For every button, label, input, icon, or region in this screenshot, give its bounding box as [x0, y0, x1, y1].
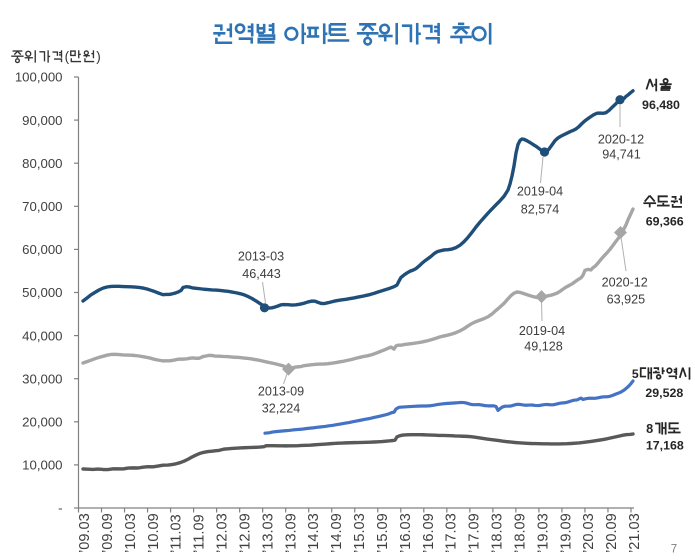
svg-text:2020-12: 2020-12 — [602, 276, 648, 290]
svg-text:96,480: 96,480 — [642, 98, 680, 112]
svg-text:46,443: 46,443 — [242, 267, 281, 281]
svg-text:’11.09: ’11.09 — [192, 514, 208, 553]
svg-text:63,925: 63,925 — [607, 293, 646, 307]
svg-text:2019-04: 2019-04 — [519, 324, 565, 338]
svg-text:’21.03: ’21.03 — [627, 513, 643, 553]
svg-text:’17.03: ’17.03 — [444, 513, 460, 553]
svg-text:’20.09: ’20.09 — [604, 513, 620, 553]
svg-text:’16.03: ’16.03 — [398, 513, 414, 553]
svg-text:’14.03: ’14.03 — [306, 513, 322, 553]
svg-text:20,000: 20,000 — [22, 415, 62, 430]
svg-text:’10.03: ’10.03 — [123, 513, 139, 553]
svg-text:90,000: 90,000 — [22, 113, 62, 128]
svg-text:’17.09: ’17.09 — [467, 513, 483, 553]
svg-text:’15.03: ’15.03 — [352, 513, 368, 553]
svg-text:29,528: 29,528 — [645, 386, 683, 400]
svg-text:): ) — [96, 49, 101, 64]
svg-text:’18.09: ’18.09 — [512, 513, 528, 553]
svg-text:30,000: 30,000 — [22, 371, 62, 386]
svg-text:50,000: 50,000 — [22, 285, 62, 300]
svg-text:82,574: 82,574 — [521, 203, 560, 217]
svg-text:10,000: 10,000 — [22, 458, 62, 473]
svg-text:’09.03: ’09.03 — [77, 513, 93, 553]
svg-text:2013-03: 2013-03 — [238, 250, 284, 264]
svg-text:2013-09: 2013-09 — [258, 385, 304, 399]
svg-text:70,000: 70,000 — [22, 199, 62, 214]
svg-text:100,000: 100,000 — [15, 70, 63, 85]
svg-text:’10.09: ’10.09 — [146, 513, 162, 553]
svg-text:’19.03: ’19.03 — [535, 513, 551, 553]
svg-text:’12.03: ’12.03 — [215, 513, 231, 553]
svg-text:(: ( — [65, 49, 70, 64]
svg-text:’09.09: ’09.09 — [100, 513, 116, 553]
svg-text:5: 5 — [632, 367, 639, 381]
svg-text:17,168: 17,168 — [646, 439, 684, 453]
svg-text:7: 7 — [671, 544, 677, 556]
svg-text:69,366: 69,366 — [646, 214, 684, 228]
svg-text:’12.09: ’12.09 — [237, 513, 253, 553]
svg-text:60,000: 60,000 — [22, 242, 62, 257]
svg-text:’19.09: ’19.09 — [558, 513, 574, 553]
svg-text:32,224: 32,224 — [262, 402, 301, 416]
svg-text:94,741: 94,741 — [602, 148, 641, 162]
svg-text:40,000: 40,000 — [22, 328, 62, 343]
svg-text:’18.03: ’18.03 — [490, 513, 506, 553]
svg-text:-: - — [58, 501, 62, 516]
svg-text:’20.03: ’20.03 — [581, 513, 597, 553]
svg-text:2019-04: 2019-04 — [517, 185, 563, 199]
svg-text:’11.03: ’11.03 — [169, 514, 185, 553]
svg-text:’14.09: ’14.09 — [329, 513, 345, 553]
svg-text:’16.09: ’16.09 — [421, 513, 437, 553]
svg-text:8: 8 — [646, 422, 653, 436]
svg-text:’13.03: ’13.03 — [260, 513, 276, 553]
svg-text:49,128: 49,128 — [524, 340, 563, 354]
svg-text:’15.09: ’15.09 — [375, 513, 391, 553]
svg-text:’13.09: ’13.09 — [283, 513, 299, 553]
svg-text:80,000: 80,000 — [22, 156, 62, 171]
svg-text:2020-12: 2020-12 — [598, 133, 644, 147]
